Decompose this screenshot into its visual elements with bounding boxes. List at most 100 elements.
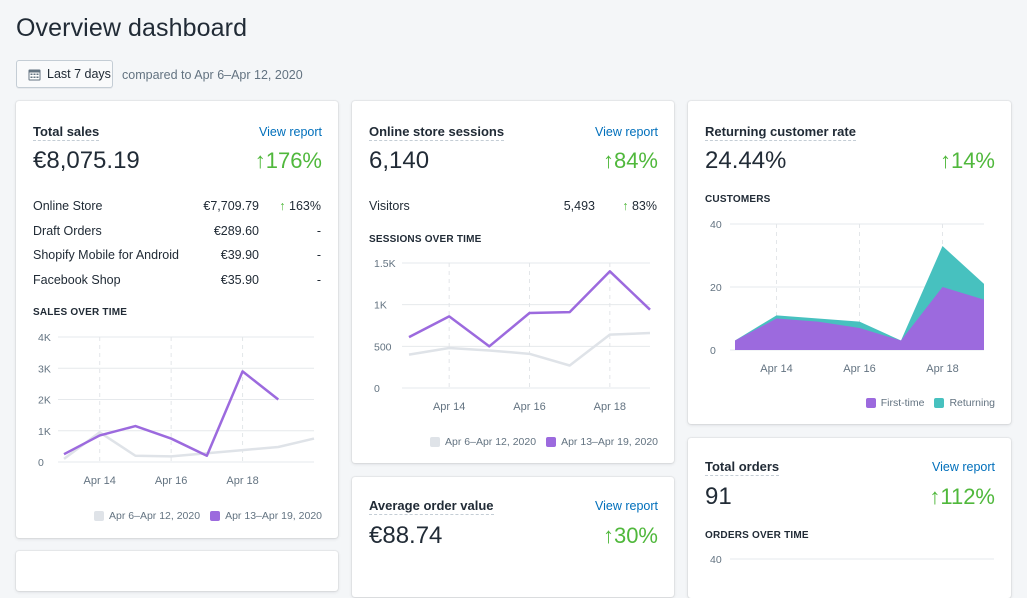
orders-card: Total orders View report 91 ↑112% ORDERS…: [688, 438, 1011, 598]
y-tick-label: 3K: [38, 363, 51, 375]
breakdown-name: Online Store: [33, 199, 103, 213]
y-tick-label: 0: [710, 345, 716, 357]
breakdown-value: €35.90: [220, 272, 259, 287]
legend-previous: Apr 6–Apr 12, 2020: [430, 436, 536, 448]
card-partial: [16, 551, 338, 591]
y-tick-label: 4K: [38, 332, 51, 344]
breakdown-value: €39.90: [220, 248, 259, 262]
x-tick-label: Apr 16: [843, 363, 875, 375]
series-line-current: [408, 270, 651, 348]
breakdown-row: Visitors 5,493 ↑ 83%: [369, 199, 657, 219]
series-line-current: [63, 370, 280, 457]
legend-current: Apr 13–Apr 19, 2020: [546, 436, 658, 448]
sessions-title[interactable]: Online store sessions: [369, 124, 505, 141]
orders-value: 91: [705, 483, 732, 510]
x-tick-label: Apr 14: [760, 363, 792, 375]
sessions-over-time-chart: 0 500 1K 1.5K Apr 14 Apr 16 Apr 18: [374, 258, 651, 413]
returning-value: 24.44%: [705, 147, 787, 174]
breakdown-name: Draft Orders: [33, 223, 102, 238]
aov-change: ↑30%: [602, 523, 658, 548]
legend-first-time: First-time: [865, 397, 924, 409]
breakdown-change: -: [316, 272, 321, 287]
customers-legend: First-time Returning: [856, 397, 995, 409]
y-tick-label: 1K: [374, 300, 387, 312]
series-line-previous: [63, 431, 315, 460]
breakdown-name: Facebook Shop: [33, 272, 121, 287]
date-range-label: Last 7 days: [47, 67, 111, 81]
calendar-icon: [28, 69, 41, 80]
breakdown-value: 5,493: [563, 199, 595, 213]
aov-value: €88.74: [369, 522, 443, 549]
total-sales-change: ↑176%: [254, 148, 322, 173]
arrow-up-icon: ↑: [939, 148, 951, 173]
sales-over-time-chart: 0 1K 2K 3K 4K Apr 14 Apr 16 Apr 18: [38, 332, 315, 487]
returning-title[interactable]: Returning customer rate: [705, 124, 856, 141]
y-tick-label: 40: [710, 554, 722, 566]
series-line-previous: [408, 331, 651, 367]
x-tick-label: Apr 16: [513, 401, 545, 413]
y-tick-label: 0: [38, 457, 44, 469]
page-title: Overview dashboard: [16, 14, 248, 42]
x-tick-label: Apr 14: [84, 475, 116, 487]
date-range-button[interactable]: Last 7 days: [16, 60, 113, 88]
sessions-card: Online store sessions View report 6,140 …: [352, 101, 674, 463]
x-tick-label: Apr 16: [155, 475, 187, 487]
orders-over-time-chart: 40: [710, 554, 994, 566]
y-tick-label: 20: [710, 282, 722, 294]
orders-view-report-link[interactable]: View report: [932, 460, 995, 474]
sessions-value: 6,140: [369, 147, 430, 174]
sessions-view-report-link[interactable]: View report: [595, 125, 658, 139]
arrow-up-icon: ↑: [254, 148, 266, 173]
arrow-up-icon: ↑: [929, 484, 941, 509]
aov-view-report-link[interactable]: View report: [595, 499, 658, 513]
arrow-up-icon: ↑: [602, 523, 614, 548]
total-sales-card: Total sales View report €8,075.19 ↑176% …: [16, 101, 338, 538]
breakdown-row: Draft Orders €289.60 -: [33, 224, 321, 244]
breakdown-change: ↑ 83%: [622, 199, 657, 213]
returning-card: Returning customer rate 24.44% ↑14% CUST…: [688, 101, 1011, 424]
y-tick-label: 2K: [38, 395, 51, 407]
y-tick-label: 40: [710, 219, 722, 231]
sessions-change: ↑84%: [602, 148, 658, 173]
x-tick-label: Apr 14: [433, 401, 465, 413]
breakdown-row: Online Store €7,709.79 ↑ 163%: [33, 199, 321, 219]
breakdown-name: Visitors: [369, 199, 410, 213]
x-tick-label: Apr 18: [226, 475, 258, 487]
y-tick-label: 1K: [38, 426, 51, 438]
total-sales-value: €8,075.19: [33, 147, 140, 174]
total-sales-title[interactable]: Total sales: [33, 124, 100, 141]
breakdown-value: €289.60: [213, 223, 259, 238]
breakdown-change: ↑ 163%: [279, 199, 321, 213]
breakdown-value: €7,709.79: [203, 199, 259, 213]
sales-legend: Apr 6–Apr 12, 2020 Apr 13–Apr 19, 2020: [84, 510, 322, 522]
arrow-up-icon: ↑: [279, 199, 286, 213]
x-tick-label: Apr 18: [594, 401, 626, 413]
y-tick-label: 0: [374, 383, 380, 395]
aov-title[interactable]: Average order value: [369, 498, 494, 515]
sessions-over-time-label: SESSIONS OVER TIME: [369, 234, 482, 245]
breakdown-row: Shopify Mobile for Android €39.90 -: [33, 248, 321, 268]
breakdown-change: -: [316, 248, 321, 262]
aov-card: Average order value View report €88.74 ↑…: [352, 477, 674, 597]
legend-returning: Returning: [934, 397, 995, 409]
sessions-legend: Apr 6–Apr 12, 2020 Apr 13–Apr 19, 2020: [420, 436, 658, 448]
sales-over-time-label: SALES OVER TIME: [33, 307, 128, 318]
series-area-first-time: [735, 287, 984, 350]
breakdown-name: Shopify Mobile for Android: [33, 248, 179, 262]
x-tick-label: Apr 18: [926, 363, 958, 375]
arrow-up-icon: ↑: [602, 148, 614, 173]
customers-chart: 0 20 40 Apr 14 Apr 16 Apr 18: [710, 219, 984, 375]
breakdown-row: Facebook Shop €35.90 -: [33, 273, 321, 293]
legend-previous: Apr 6–Apr 12, 2020: [94, 510, 200, 522]
orders-change: ↑112%: [929, 484, 995, 509]
y-tick-label: 1.5K: [374, 258, 396, 270]
breakdown-change: -: [316, 223, 321, 238]
compare-text: compared to Apr 6–Apr 12, 2020: [122, 68, 303, 82]
legend-current: Apr 13–Apr 19, 2020: [210, 510, 322, 522]
orders-over-time-label: ORDERS OVER TIME: [705, 530, 809, 541]
y-tick-label: 500: [374, 341, 392, 353]
returning-change: ↑14%: [939, 148, 995, 173]
total-sales-view-report-link[interactable]: View report: [259, 125, 322, 139]
orders-title[interactable]: Total orders: [705, 459, 780, 476]
arrow-up-icon: ↑: [622, 199, 629, 213]
